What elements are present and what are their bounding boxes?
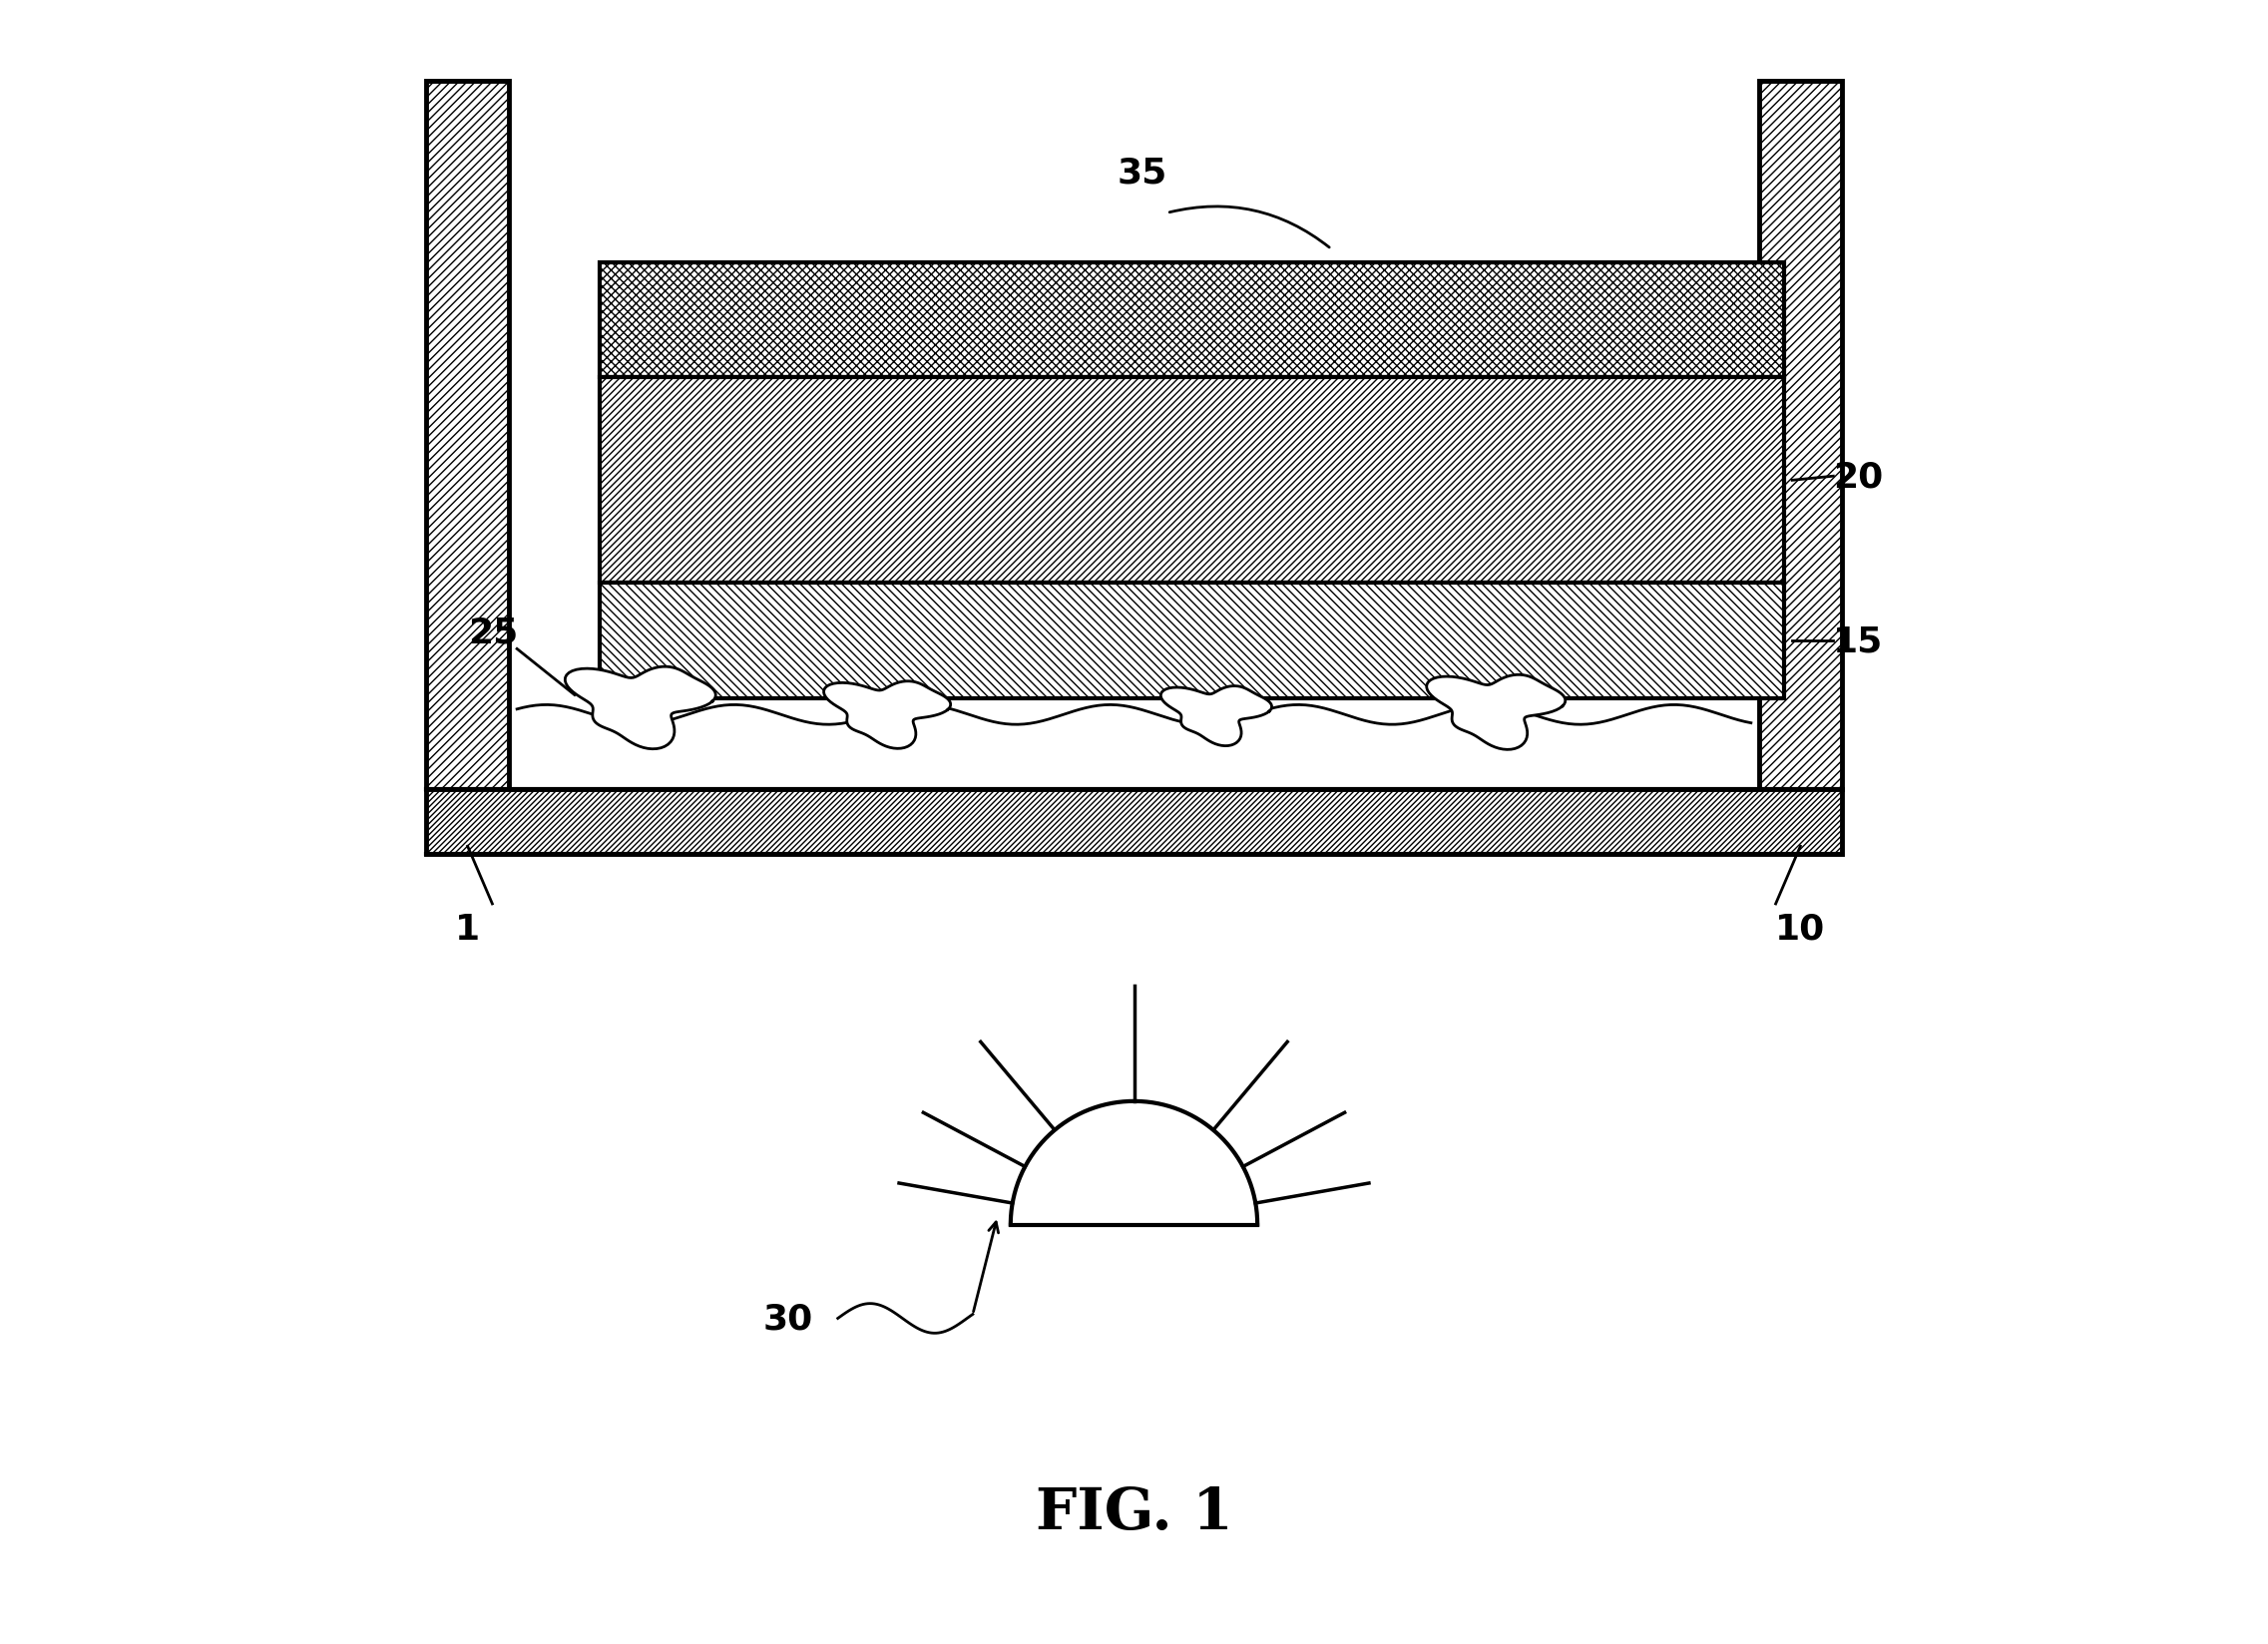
Polygon shape: [565, 667, 717, 750]
Polygon shape: [599, 378, 1785, 584]
Polygon shape: [599, 584, 1785, 699]
Polygon shape: [1161, 687, 1272, 746]
Text: 25: 25: [467, 616, 517, 649]
Text: 20: 20: [1833, 460, 1882, 493]
Text: 10: 10: [1776, 912, 1826, 945]
Polygon shape: [1760, 82, 1842, 789]
Polygon shape: [426, 789, 1842, 855]
Text: FIG. 1: FIG. 1: [1036, 1485, 1232, 1540]
Text: 15: 15: [1833, 625, 1882, 658]
Polygon shape: [1012, 1101, 1256, 1225]
Text: 35: 35: [1118, 156, 1168, 189]
Text: 30: 30: [762, 1302, 814, 1335]
Text: 1: 1: [456, 912, 481, 945]
Polygon shape: [426, 82, 508, 789]
Polygon shape: [823, 682, 950, 750]
Polygon shape: [1427, 676, 1565, 750]
Polygon shape: [599, 263, 1785, 378]
